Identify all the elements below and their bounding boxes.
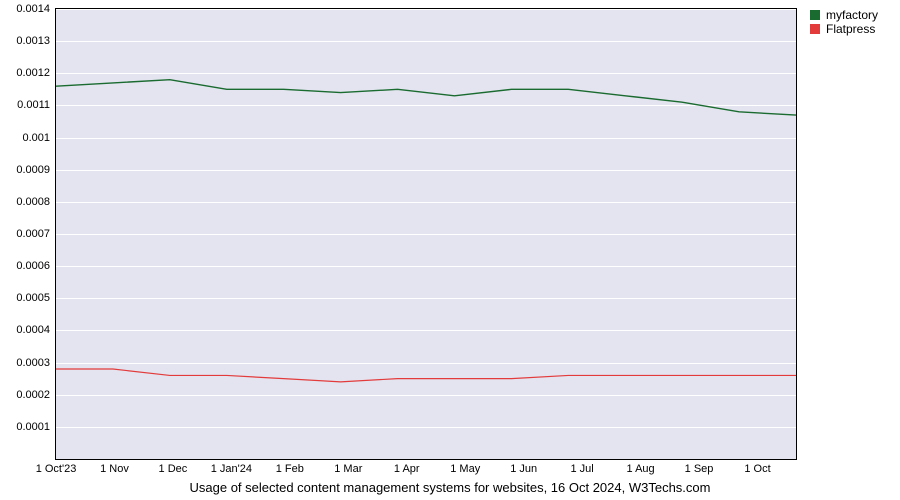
series-line	[56, 369, 796, 382]
x-tick-label: 1 Oct	[744, 463, 770, 475]
legend-label: Flatpress	[826, 22, 875, 36]
x-tick-label: 1 Jul	[571, 463, 594, 475]
x-tick-label: 1 Feb	[276, 463, 304, 475]
legend-label: myfactory	[826, 8, 878, 22]
y-tick-label: 0.0012	[16, 67, 50, 79]
y-tick-label: 0.0004	[16, 324, 50, 336]
x-tick-label: 1 May	[450, 463, 480, 475]
legend-item: Flatpress	[810, 22, 878, 36]
y-tick-label: 0.0006	[16, 260, 50, 272]
x-tick-label: 1 Jun	[510, 463, 537, 475]
y-tick-label: 0.0003	[16, 357, 50, 369]
y-tick-label: 0.0001	[16, 421, 50, 433]
x-tick-label: 1 Jan'24	[211, 463, 252, 475]
y-tick-label: 0.0011	[17, 99, 50, 111]
plot-area: 0.00010.00020.00030.00040.00050.00060.00…	[55, 8, 797, 460]
y-tick-label: 0.0014	[16, 3, 50, 15]
chart-caption: Usage of selected content management sys…	[0, 480, 900, 495]
y-tick-label: 0.001	[22, 132, 50, 144]
y-tick-label: 0.0009	[16, 164, 50, 176]
x-tick-label: 1 Nov	[100, 463, 129, 475]
x-tick-label: 1 Oct'23	[36, 463, 77, 475]
y-tick-label: 0.0008	[16, 196, 50, 208]
series-line	[56, 80, 796, 115]
x-tick-label: 1 Dec	[159, 463, 188, 475]
x-tick-label: 1 Sep	[685, 463, 714, 475]
x-tick-label: 1 Mar	[334, 463, 362, 475]
legend-item: myfactory	[810, 8, 878, 22]
y-tick-label: 0.0005	[16, 292, 50, 304]
y-tick-label: 0.0013	[16, 35, 50, 47]
series-svg	[56, 9, 796, 459]
x-tick-label: 1 Aug	[627, 463, 655, 475]
legend-swatch	[810, 10, 820, 20]
legend-swatch	[810, 24, 820, 34]
chart-container: 0.0001 0.0002 0.0003 0.0004 0.0005 0.0006 0.00…	[0, 0, 900, 500]
x-tick-label: 1 Apr	[394, 463, 420, 475]
legend: myfactoryFlatpress	[810, 8, 878, 36]
y-tick-label: 0.0002	[16, 389, 50, 401]
y-tick-label: 0.0007	[16, 228, 50, 240]
